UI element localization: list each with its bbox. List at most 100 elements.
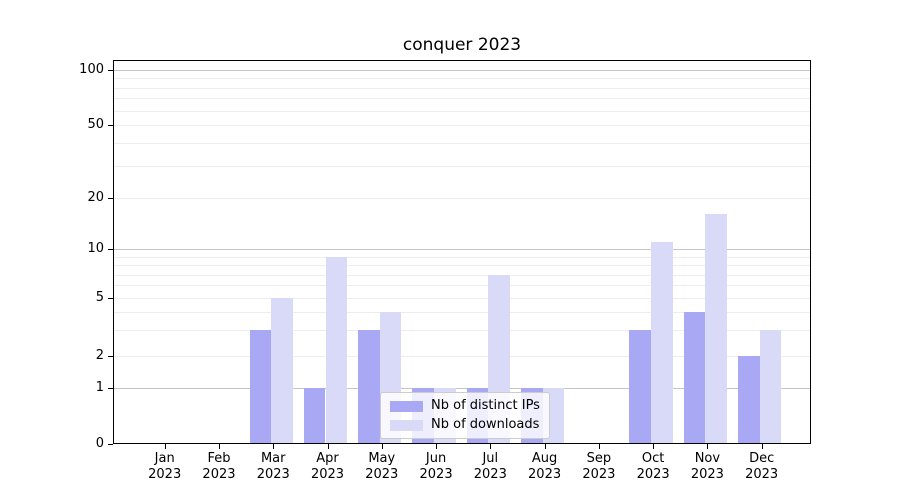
x-tick-year: 2023	[256, 467, 290, 482]
x-tick-year: 2023	[636, 467, 670, 482]
x-tick-mark	[653, 444, 655, 449]
bar-distinct-ips	[737, 356, 760, 444]
x-tick-mark	[381, 444, 383, 449]
x-tick-mark	[327, 444, 329, 449]
x-tick-month: Jul	[482, 451, 499, 466]
x-tick-month: Oct	[641, 451, 665, 466]
x-tick-label: Nov 2023	[679, 451, 735, 483]
bar-distinct-ips	[303, 388, 326, 444]
y-tick-mark	[108, 298, 113, 300]
gridline-minor	[113, 256, 811, 258]
y-tick-label: 0	[95, 436, 104, 451]
gridline-minor	[113, 78, 811, 80]
bar-downloads	[759, 330, 782, 444]
legend-swatch-downloads	[390, 419, 423, 431]
x-tick-mark	[761, 444, 763, 449]
legend-label-distinct-ips: Nb of distinct IPs	[431, 398, 540, 413]
legend-item-downloads: Nb of downloads	[390, 417, 540, 433]
y-tick-label: 20	[87, 189, 104, 205]
x-tick-year: 2023	[473, 467, 507, 482]
x-tick-month: Jan	[154, 451, 175, 466]
x-tick-month: Apr	[316, 451, 339, 466]
x-tick-month: Aug	[531, 451, 558, 466]
gridline-minor	[113, 265, 811, 267]
y-tick-label: 5	[95, 290, 104, 306]
chart-title: conquer 2023	[402, 35, 522, 55]
y-tick-label: 1	[95, 380, 104, 396]
bar-downloads	[651, 242, 673, 444]
y-tick-mark	[108, 388, 113, 390]
x-tick-mark	[218, 444, 220, 449]
x-tick-month: Jun	[425, 451, 447, 466]
gridline-major	[113, 70, 811, 71]
x-tick-year: 2023	[310, 467, 345, 482]
gridline-minor	[113, 298, 811, 300]
x-tick-month: Sep	[586, 451, 612, 466]
legend-item-distinct-ips: Nb of distinct IPs	[390, 398, 540, 414]
y-tick-label: 2	[95, 348, 104, 363]
x-tick-mark	[436, 444, 438, 449]
y-tick-mark	[108, 197, 113, 199]
x-tick-label: May 2023	[354, 451, 410, 483]
x-tick-label: Feb 2023	[191, 451, 247, 483]
x-tick-label: Jul 2023	[462, 451, 518, 483]
x-tick-year: 2023	[528, 467, 562, 482]
y-tick-mark	[108, 356, 113, 357]
x-tick-label: Oct 2023	[625, 451, 681, 483]
x-tick-label: Sep 2023	[571, 451, 627, 483]
legend-swatch-distinct-ips	[390, 400, 423, 412]
gridline-minor	[113, 110, 811, 112]
gridline-minor	[113, 312, 811, 314]
x-tick-year: 2023	[365, 467, 399, 482]
x-tick-month: Dec	[749, 451, 775, 466]
x-tick-mark	[164, 444, 166, 449]
x-tick-label: Aug 2023	[517, 451, 573, 483]
x-tick-mark	[490, 444, 492, 449]
x-tick-year: 2023	[202, 467, 236, 482]
gridline-minor	[113, 165, 811, 167]
plot-area	[113, 60, 811, 444]
legend: Nb of distinct IPs Nb of downloads	[380, 392, 550, 439]
x-tick-label: Jan 2023	[137, 451, 193, 483]
gridline-minor	[113, 356, 811, 357]
x-tick-label: Mar 2023	[245, 451, 301, 483]
gridline-minor	[113, 274, 811, 276]
x-tick-label: Jun 2023	[408, 451, 464, 483]
y-tick-mark	[108, 70, 113, 71]
x-tick-month: Feb	[207, 451, 231, 466]
y-tick-mark	[108, 125, 113, 126]
bar-downloads	[271, 298, 293, 444]
x-tick-label: Dec 2023	[734, 451, 790, 483]
gridline-minor	[113, 197, 811, 199]
x-tick-month: Mar	[260, 451, 286, 466]
y-tick-label: 100	[79, 62, 104, 77]
gridline-minor	[113, 142, 811, 144]
bar-downloads	[325, 256, 348, 444]
gridline-major	[113, 388, 811, 390]
bar-distinct-ips	[683, 312, 706, 444]
x-tick-mark	[273, 444, 275, 449]
gridline-minor	[113, 87, 811, 89]
gridline-minor	[113, 285, 811, 287]
x-tick-year: 2023	[419, 467, 453, 482]
x-tick-label: Apr 2023	[300, 451, 356, 483]
x-tick-year: 2023	[148, 467, 182, 482]
gridline-minor	[113, 330, 811, 332]
gridline-minor	[113, 125, 811, 126]
gridline-minor	[113, 98, 811, 100]
x-tick-mark	[707, 444, 709, 449]
y-tick-label: 10	[87, 241, 104, 257]
gridline-major	[113, 249, 811, 251]
legend-label-downloads: Nb of downloads	[431, 417, 540, 432]
x-tick-year: 2023	[582, 467, 616, 482]
bar-distinct-ips	[249, 330, 272, 444]
x-tick-year: 2023	[690, 467, 724, 482]
bar-downloads	[705, 214, 728, 444]
y-tick-label: 50	[87, 117, 104, 132]
x-tick-mark	[598, 444, 600, 449]
bar-distinct-ips	[629, 330, 652, 444]
bar-distinct-ips	[358, 330, 380, 444]
x-tick-year: 2023	[745, 467, 779, 482]
x-tick-month: Nov	[694, 451, 721, 466]
